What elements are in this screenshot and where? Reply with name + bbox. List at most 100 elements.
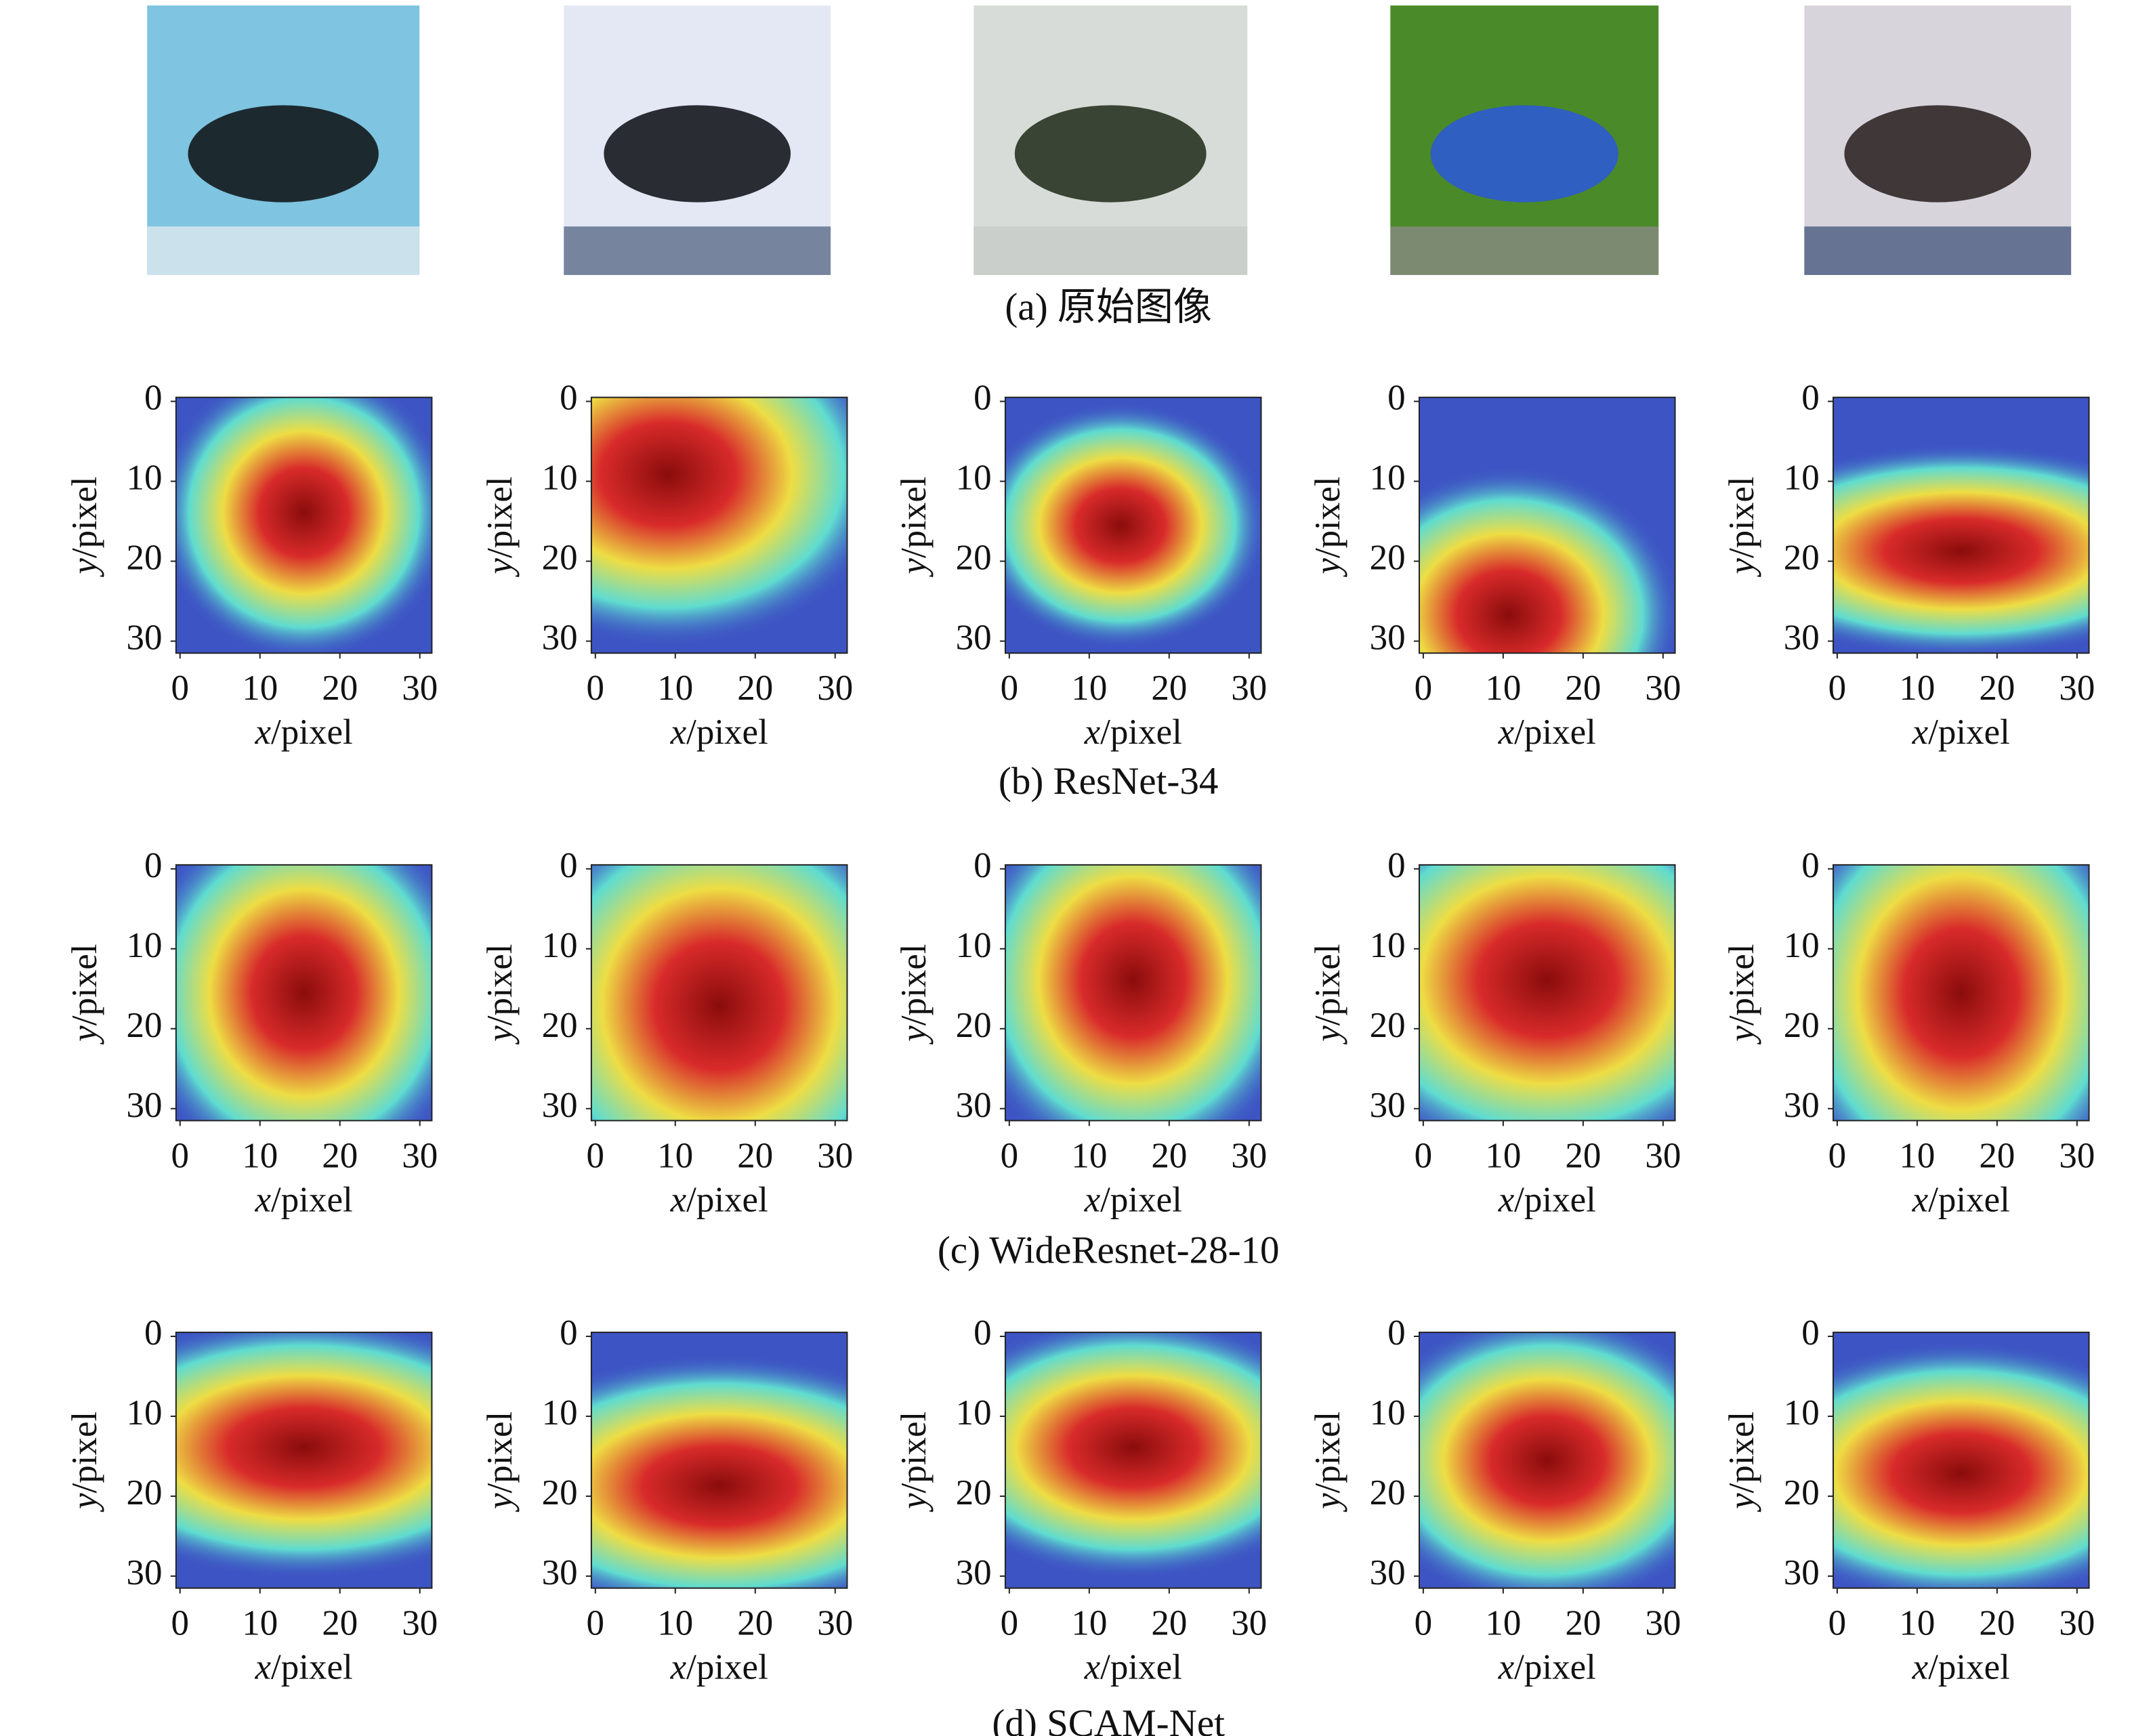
x-tick-label: 20 [1565,1136,1601,1175]
y-tick-label: 10 [1784,926,1820,965]
label-unit: /pixel [1722,944,1761,1026]
y-tick-label: 0 [1387,846,1406,885]
x-tick-label: 10 [1071,669,1107,708]
x-tick-label: 0 [1001,669,1019,708]
label-var: y [65,558,104,578]
label-unit: /pixel [686,1648,768,1687]
y-axis-label: y/pixel [65,944,104,1045]
heatmap [175,397,432,654]
label-unit: /pixel [1722,476,1761,558]
y-tick-label: 20 [127,1473,163,1512]
heatmap [1833,397,2089,654]
y-tick-label: 0 [144,1313,163,1353]
caption: (a) 原始图像 [1005,286,1212,329]
x-tick-label: 10 [242,1604,278,1643]
y-tick-label: 30 [1370,1086,1406,1125]
x-tick-label: 30 [402,669,438,708]
label-var: y [1308,1025,1347,1045]
x-axis-label: x/pixel [1912,1648,2010,1687]
label-var: x [670,1180,687,1219]
x-tick-label: 0 [587,1604,605,1643]
original-image [147,5,420,276]
y-tick-label: 0 [560,846,578,885]
y-tick-label: 0 [560,1313,578,1353]
x-tick-label: 10 [657,1604,693,1643]
heatmap [1005,397,1261,654]
label-unit: /pixel [686,1180,768,1219]
y-tick-label: 10 [542,1393,578,1433]
y-tick-label: 20 [1784,1006,1820,1045]
label-var: x [255,1648,272,1687]
y-tick-label: 10 [1370,459,1406,498]
y-tick-label: 0 [974,1313,992,1353]
x-tick-label: 20 [322,1136,358,1175]
label-unit: /pixel [1100,1180,1182,1219]
y-tick-label: 0 [1387,1313,1406,1353]
x-tick-label: 30 [1645,1604,1681,1643]
x-tick-label: 10 [242,669,278,708]
label-var: y [65,1493,104,1512]
label-unit: /pixel [480,1412,520,1494]
label-var: x [1084,713,1101,752]
y-axis-label: y/pixel [65,1412,104,1512]
y-tick-label: 20 [956,538,992,578]
y-tick-label: 20 [542,1006,578,1045]
y-tick-label: 10 [956,926,992,965]
x-tick-label: 0 [1828,1136,1847,1175]
label-unit: /pixel [1100,713,1182,752]
x-tick-label: 10 [1899,1604,1935,1643]
label-var: x [1912,1180,1929,1219]
label-unit: /pixel [686,713,768,752]
label-unit: /pixel [1308,944,1347,1026]
label-unit: /pixel [1514,1180,1596,1219]
x-tick-label: 30 [1231,1136,1267,1175]
label-unit: /pixel [894,476,934,558]
x-tick-label: 0 [1828,669,1847,708]
label-unit: /pixel [1928,1180,2010,1219]
caption: (c) WideResnet-28-10 [938,1229,1280,1271]
label-var: y [480,1025,520,1045]
x-tick-label: 20 [737,1136,773,1175]
heatmap [591,397,848,654]
label-var: y [480,558,520,578]
y-axis-label: y/pixel [1308,1412,1347,1512]
y-axis-label: y/pixel [1722,944,1761,1045]
y-axis-label: y/pixel [65,476,104,577]
label-unit: /pixel [1308,1412,1347,1494]
label-var: y [894,1025,934,1045]
x-tick-label: 30 [1645,1136,1681,1175]
x-axis-label: x/pixel [670,1648,768,1687]
label-var: x [1498,1180,1515,1219]
y-tick-label: 10 [956,1393,992,1433]
y-tick-label: 20 [542,1473,578,1512]
label-unit: /pixel [1514,713,1596,752]
y-tick-label: 10 [542,459,578,498]
label-unit: /pixel [1514,1648,1596,1687]
x-tick-label: 20 [322,669,358,708]
x-tick-label: 30 [402,1136,438,1175]
x-tick-label: 10 [1071,1604,1107,1643]
label-var: x [1498,713,1515,752]
x-tick-label: 20 [322,1604,358,1643]
y-tick-label: 10 [127,1393,163,1433]
x-axis-label: x/pixel [1498,713,1596,752]
x-tick-label: 30 [817,1604,853,1643]
x-axis-label: x/pixel [1498,1648,1596,1687]
x-tick-label: 0 [1828,1604,1847,1643]
y-tick-label: 0 [560,379,578,418]
label-unit: /pixel [894,1412,934,1494]
y-tick-label: 20 [1370,1473,1406,1512]
y-tick-label: 30 [127,1553,163,1592]
caption: (d) SCAM-Net [992,1702,1225,1736]
y-axis-label: y/pixel [1308,944,1347,1045]
y-tick-label: 10 [542,926,578,965]
y-tick-label: 10 [1784,459,1820,498]
